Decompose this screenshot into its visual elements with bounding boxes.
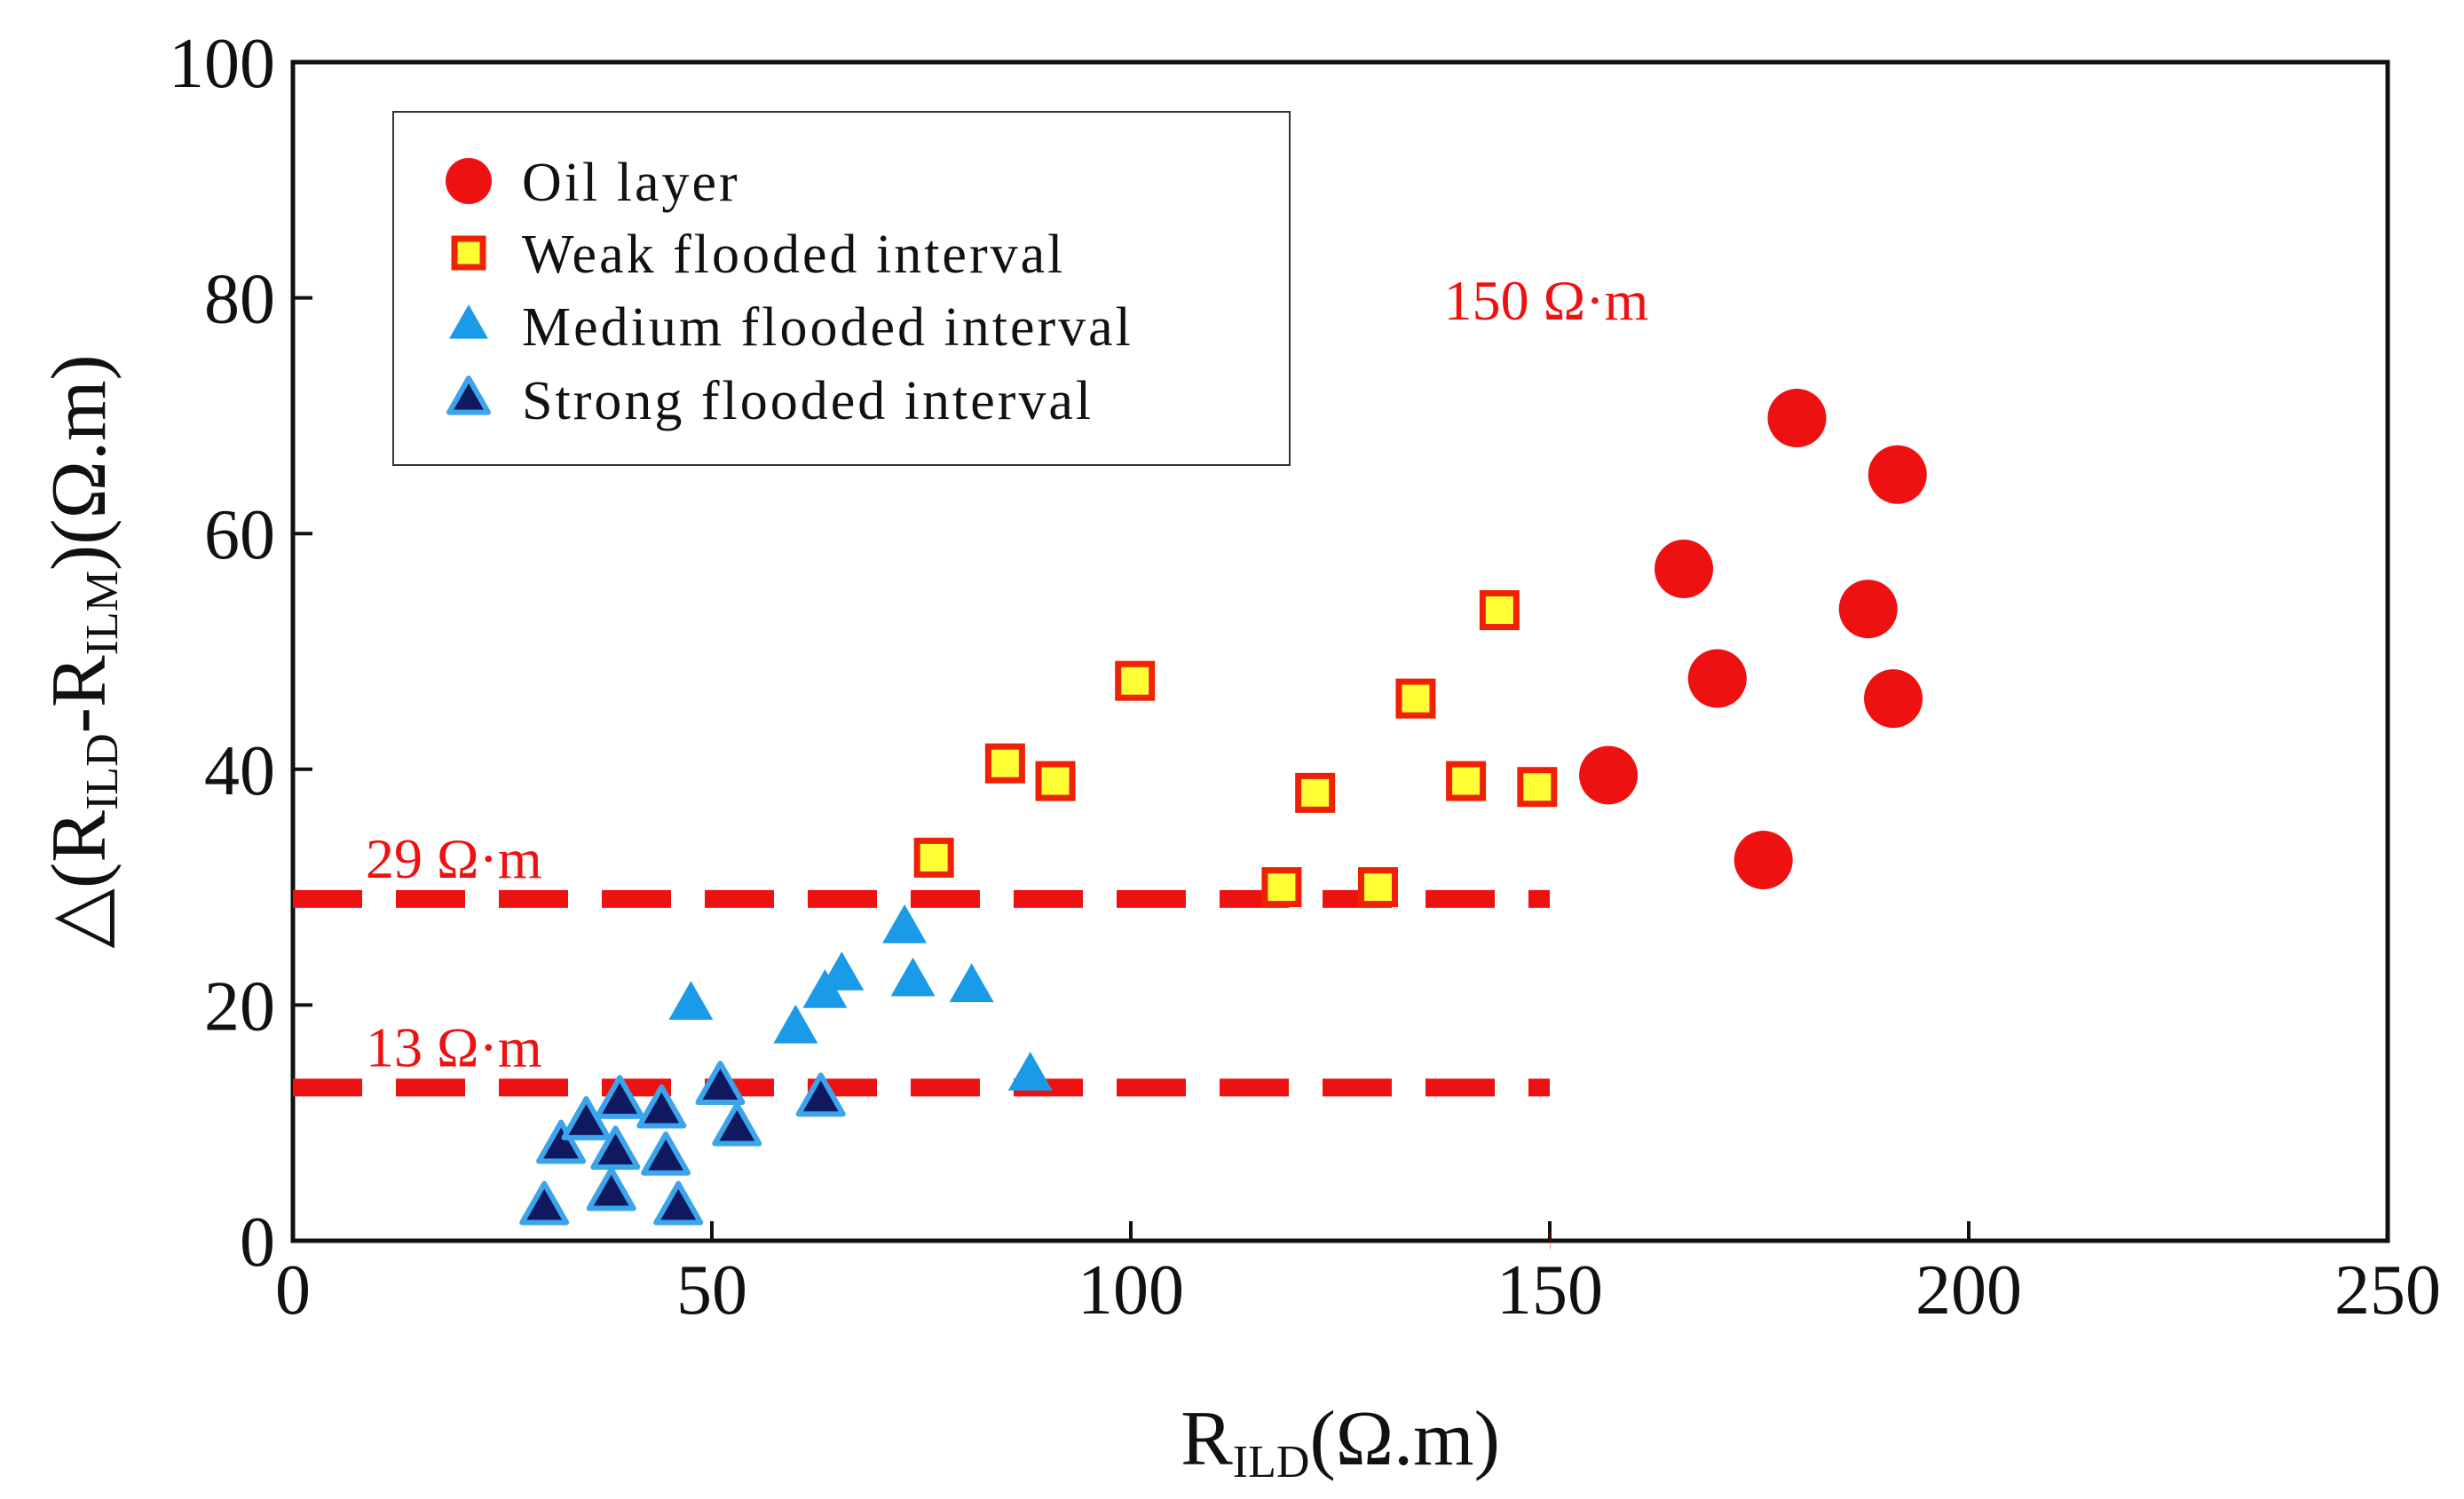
y-axis-title: △(RILD-RILM)(Ω.m) — [36, 354, 128, 948]
axis-ticks — [291, 60, 2389, 1243]
medium-flooded-interval-point — [1007, 1051, 1053, 1091]
threshold-labels: 29 Ω·m 13 Ω·m 150 Ω·m — [366, 269, 1648, 1078]
weak-flooded-interval-point — [1479, 590, 1520, 631]
x-tick-label: 50 — [676, 1251, 747, 1329]
x-tick-label: 150 — [1497, 1251, 1603, 1329]
medium-flooded-interval-point — [949, 963, 994, 1003]
weak-flooded-interval-point — [984, 743, 1025, 784]
oil-layer-point — [1655, 540, 1714, 599]
weak-flooded-interval-point — [1446, 761, 1487, 801]
oil-layer-point — [1767, 389, 1827, 448]
y-title-suffix: )(Ω.m) — [36, 354, 122, 571]
x-title-main: R — [1181, 1396, 1233, 1482]
threshold-label: 13 Ω·m — [366, 1015, 542, 1078]
y-title-sub1: ILD — [77, 733, 128, 810]
strong-flooded-interval-point — [536, 1119, 587, 1164]
strong-flooded-interval-point — [641, 1131, 691, 1176]
x-title-unit: (Ω.m) — [1309, 1396, 1499, 1482]
threshold-label: 29 Ω·m — [366, 827, 542, 890]
y-tick-label: 0 — [240, 1203, 275, 1282]
y-title-mid: -R — [36, 655, 122, 733]
weak-flooded-interval-point — [1357, 867, 1398, 908]
medium-flooded-interval-point — [773, 1004, 818, 1044]
strong-flooded-interval-point — [636, 1084, 687, 1129]
y-title-prefix: △(R — [36, 810, 122, 949]
y-tick-label: 60 — [204, 496, 275, 574]
weak-flooded-interval-point — [1517, 767, 1558, 808]
oil-layer-point — [1864, 669, 1923, 729]
legend-box — [392, 111, 1291, 466]
medium-flooded-interval-point — [890, 957, 936, 997]
strong-flooded-interval-point — [695, 1061, 746, 1105]
medium-flooded-interval-point — [819, 951, 865, 990]
weak-flooded-interval-point — [913, 837, 954, 878]
oil-layer-point — [1733, 831, 1793, 890]
weak-flooded-interval-point — [1261, 867, 1302, 908]
oil-layer-point — [1687, 649, 1747, 708]
strong-flooded-interval-point — [712, 1101, 762, 1147]
oil-layer-point — [1838, 580, 1898, 639]
strong-flooded-interval-point — [653, 1180, 704, 1226]
legend: Oil layer Weak flooded interval Medium flo… — [392, 111, 1291, 466]
legend-label-oil-layer: Oil layer — [522, 153, 740, 213]
weak-flooded-interval-point — [1035, 761, 1076, 801]
oil-layer-point — [1868, 445, 1927, 504]
axis-tick-labels: 0 50 100 150 200 250 0 20 40 60 80 100 — [169, 25, 2441, 1329]
legend-label-weak-flooded-interval: Weak flooded interval — [522, 225, 1065, 285]
threshold-lines — [293, 889, 1550, 1097]
threshold-label: 150 Ω·m — [1444, 269, 1649, 332]
y-tick-label: 100 — [169, 25, 275, 103]
x-axis-title: RILD(Ω.m) — [1181, 1396, 1500, 1487]
oil-layer-point — [1579, 746, 1639, 805]
weak-flooded-interval-point — [1115, 660, 1156, 701]
strong-flooded-interval-point — [795, 1072, 846, 1117]
x-tick-label: 0 — [275, 1251, 311, 1329]
legend-marker-medium-flooded-interval — [449, 304, 488, 339]
x-tick-label: 250 — [2334, 1251, 2441, 1329]
strong-flooded-interval-point — [519, 1180, 570, 1226]
y-title-sub2: ILM — [77, 571, 128, 655]
legend-marker-oil-layer — [446, 158, 492, 204]
legend-marker-strong-flooded-interval — [446, 375, 491, 415]
medium-flooded-interval-point — [668, 981, 714, 1021]
legend-label-strong-flooded-interval: Strong flooded interval — [522, 371, 1094, 431]
strong-flooded-interval-point — [590, 1125, 641, 1171]
strong-flooded-interval-point — [586, 1166, 636, 1211]
weak-flooded-interval-point — [1295, 772, 1336, 813]
y-tick-label: 40 — [204, 732, 275, 810]
weak-flooded-interval-point — [1395, 678, 1436, 719]
x-tick-label: 100 — [1078, 1251, 1184, 1329]
x-title-sub: ILD — [1233, 1437, 1310, 1487]
data-points — [519, 389, 1927, 1226]
legend-marker-weak-flooded-interval — [451, 235, 486, 271]
y-tick-label: 20 — [204, 967, 275, 1045]
legend-label-medium-flooded-interval: Medium flooded interval — [522, 297, 1133, 358]
plot-frame — [290, 59, 2390, 1243]
strong-flooded-interval-point — [595, 1075, 645, 1119]
medium-flooded-interval-point — [882, 903, 928, 943]
x-tick-label: 200 — [1915, 1251, 2022, 1329]
y-tick-label: 80 — [204, 261, 275, 339]
